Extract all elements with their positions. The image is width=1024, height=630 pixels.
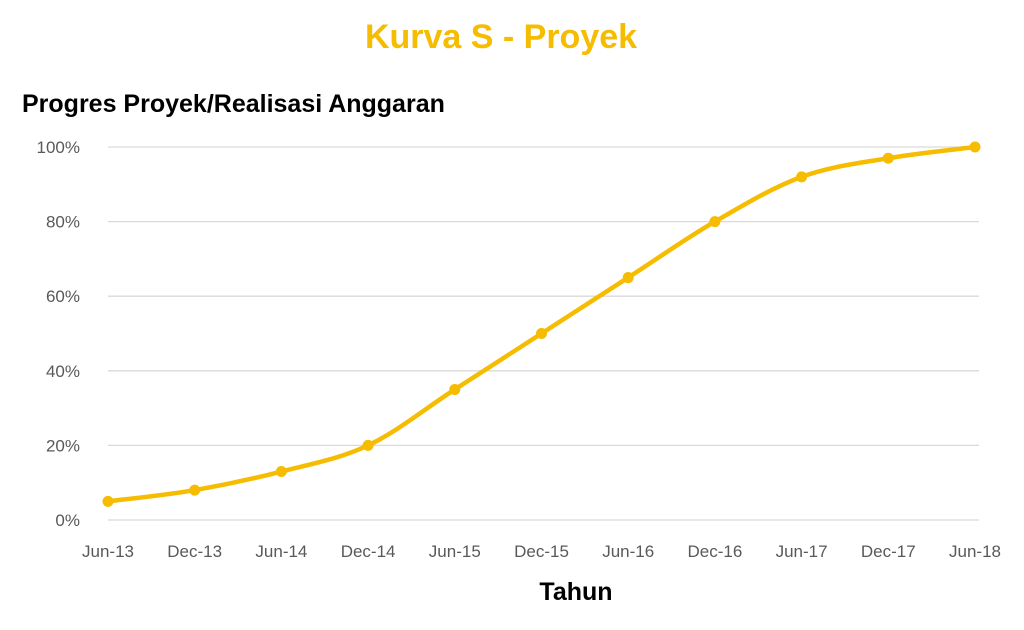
- data-point: [362, 439, 374, 451]
- data-points: [102, 141, 981, 507]
- y-tick-label: 40%: [46, 362, 80, 381]
- data-point: [275, 466, 287, 478]
- y-axis-ticks: 0% 20% 40% 60% 80% 100%: [37, 138, 80, 530]
- data-point: [882, 152, 894, 164]
- y-tick-label: 60%: [46, 287, 80, 306]
- y-tick-label: 100%: [37, 138, 80, 157]
- x-tick-label: Jun-15: [429, 542, 481, 561]
- data-point: [102, 495, 114, 507]
- series-line: [105, 144, 978, 504]
- x-tick-label: Dec-13: [167, 542, 222, 561]
- data-point: [622, 272, 634, 284]
- x-tick-label: Dec-16: [687, 542, 742, 561]
- x-axis-label: Tahun: [539, 578, 613, 606]
- x-axis-ticks: Jun-13 Dec-13 Jun-14 Dec-14 Jun-15 Dec-15 Jun-…: [82, 542, 1001, 561]
- data-point: [536, 328, 547, 339]
- data-point: [796, 171, 808, 183]
- x-tick-label: Jun-18: [949, 542, 1001, 561]
- x-tick-label: Jun-13: [82, 542, 134, 561]
- data-point: [449, 383, 461, 395]
- chart-title: Kurva S - Proyek: [364, 18, 638, 56]
- x-tick-label: Dec-15: [514, 542, 569, 561]
- x-tick-label: Jun-14: [255, 542, 307, 561]
- data-point: [969, 141, 981, 153]
- y-tick-label: 0%: [55, 511, 80, 530]
- x-tick-label: Jun-16: [602, 542, 654, 561]
- data-point: [709, 216, 721, 228]
- data-point: [189, 484, 201, 496]
- x-tick-label: Dec-14: [341, 542, 396, 561]
- y-axis-label: Progres Proyek/Realisasi Anggaran: [22, 90, 445, 118]
- y-tick-label: 80%: [46, 213, 80, 232]
- gridlines: [108, 146, 979, 521]
- x-tick-label: Jun-17: [776, 542, 828, 561]
- x-tick-label: Dec-17: [861, 542, 916, 561]
- y-tick-label: 20%: [46, 436, 80, 455]
